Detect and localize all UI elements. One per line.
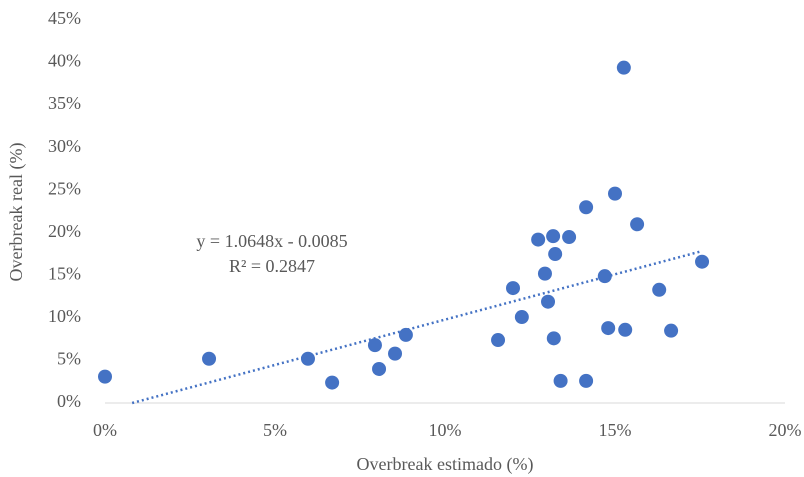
y-tick-label: 40%: [48, 51, 81, 71]
point: [601, 321, 616, 336]
point: [579, 373, 594, 388]
point: [537, 266, 552, 281]
y-tick-label: 30%: [48, 136, 81, 156]
point: [98, 369, 112, 384]
y-tick-label: 45%: [48, 8, 81, 28]
y-tick-label: 5%: [57, 349, 81, 369]
point: [546, 331, 561, 346]
y-tick-label: 0%: [57, 391, 81, 411]
x-tick-label: 0%: [93, 420, 117, 440]
point: [388, 346, 403, 361]
x-tick-label: 20%: [769, 420, 802, 440]
point: [616, 60, 631, 75]
point: [597, 269, 612, 284]
trendline: [131, 249, 703, 405]
y-tick-label: 20%: [48, 221, 81, 241]
point: [652, 282, 667, 297]
x-tick-label: 15%: [599, 420, 632, 440]
y-tick-label: 35%: [48, 93, 81, 113]
point: [531, 232, 546, 247]
y-axis-title: Overbreak real (%): [6, 143, 27, 282]
point: [548, 247, 563, 262]
point: [491, 333, 506, 348]
point: [608, 186, 622, 201]
point: [618, 322, 633, 337]
point: [300, 351, 315, 366]
point: [541, 294, 556, 309]
point: [553, 373, 568, 388]
point: [202, 351, 217, 366]
x-axis-title: Overbreak estimado (%): [357, 454, 534, 475]
point: [664, 323, 679, 338]
y-tick-label: 15%: [48, 263, 81, 283]
point: [695, 254, 710, 269]
y-tick-label: 25%: [48, 178, 81, 198]
point: [325, 375, 340, 390]
x-tick-label: 5%: [263, 420, 287, 440]
point: [506, 281, 520, 296]
point: [398, 327, 413, 342]
x-tick-label: 10%: [429, 420, 462, 440]
y-tick-label: 10%: [48, 306, 81, 326]
point: [630, 217, 645, 232]
point: [546, 229, 561, 244]
point: [514, 310, 529, 325]
trend-r2: R² = 0.2847: [229, 256, 315, 276]
point: [562, 230, 577, 245]
point: [367, 338, 382, 353]
trend-equation: y = 1.0648x - 0.0085: [196, 231, 347, 251]
point: [579, 200, 594, 215]
point: [372, 361, 387, 376]
